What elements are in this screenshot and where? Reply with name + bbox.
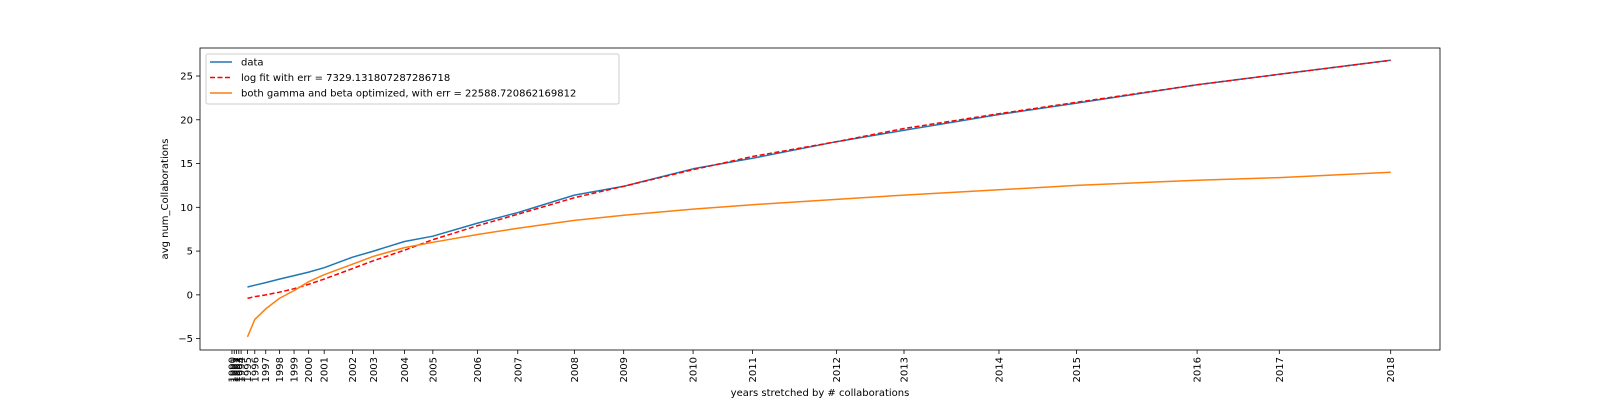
x-tick-label: 2016 xyxy=(1193,357,1204,382)
x-tick-label: 2012 xyxy=(832,357,843,382)
x-tick-label: 1994 xyxy=(237,357,248,382)
y-tick-label: 10 xyxy=(180,203,193,214)
x-tick-label: 2009 xyxy=(619,357,630,382)
y-axis: −5 0 5 10 15 20 25 xyxy=(178,72,200,345)
x-tick-label: 2017 xyxy=(1275,357,1286,382)
x-tick-label: 1991 xyxy=(230,357,241,382)
y-tick-label: 20 xyxy=(180,115,193,126)
x-tick-label: 1993 xyxy=(234,357,245,382)
legend-label-2: log fit with err = 7329.131807287286718 xyxy=(241,73,450,84)
y-axis-label: avg num_Collaborations xyxy=(160,139,171,260)
x-tick-label: 1997 xyxy=(261,357,272,382)
x-tick-label: 2006 xyxy=(473,357,484,382)
x-tick-label: 1995 xyxy=(243,357,254,382)
legend-box xyxy=(205,53,620,105)
x-tick-label: 1992 xyxy=(232,357,243,382)
x-tick-label: 2010 xyxy=(689,357,700,382)
x-tick-label: 2000 xyxy=(304,357,315,382)
x-tick-label: 2004 xyxy=(400,357,411,382)
y-tick-label: 0 xyxy=(187,290,193,301)
x-tick-label: 2001 xyxy=(320,357,331,382)
series-layer xyxy=(246,59,1391,338)
y-tick-label: 5 xyxy=(187,247,193,258)
x-tick-label: 1996 xyxy=(250,357,261,382)
x-tick-label: 2018 xyxy=(1386,357,1397,382)
x-tick-label: 2011 xyxy=(748,357,759,382)
x-tick-label: 1998 xyxy=(275,357,286,382)
x-axis-label: years stretched by # collaborations xyxy=(731,388,910,399)
x-tick-label: 2005 xyxy=(428,357,439,382)
x-tick-label: 1999 xyxy=(290,357,301,382)
y-tick-label: 25 xyxy=(180,72,193,83)
y-tick-label: 15 xyxy=(180,159,193,170)
x-tick-label: 2007 xyxy=(513,357,524,382)
plot-frame xyxy=(199,47,1441,351)
y-tick-label: −5 xyxy=(178,334,193,345)
legend-label-1: data xyxy=(241,58,264,69)
x-tick-label: 2013 xyxy=(900,357,911,382)
legend: data log fit with err = 7329.131807287286… xyxy=(205,53,620,105)
series-line-3 xyxy=(246,171,1391,338)
x-tick-label: 2008 xyxy=(570,357,581,382)
x-tick-label: 2014 xyxy=(994,357,1005,382)
x-tick-label: 2003 xyxy=(369,357,380,382)
x-tick-label: 2015 xyxy=(1072,357,1083,382)
x-tick-label: 1990 xyxy=(227,357,238,382)
x-tick-label: 2002 xyxy=(348,357,359,382)
series-line-1 xyxy=(247,59,1391,288)
series-line-2 xyxy=(247,59,1391,300)
legend-label-3: both gamma and beta optimized, with err … xyxy=(241,89,576,100)
